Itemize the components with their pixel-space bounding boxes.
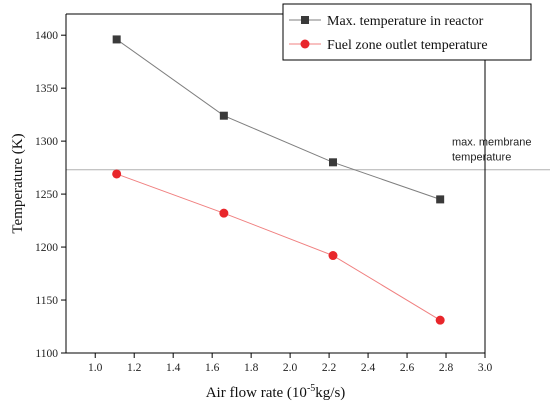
y-tick-label: 1250 <box>35 189 58 201</box>
axes <box>65 13 486 354</box>
y-ticks: 1100 1150 1200 1250 1300 1350 1400 <box>35 30 66 360</box>
series-1 <box>112 35 445 204</box>
x-tick-label: 2.0 <box>283 362 298 374</box>
legend-box <box>282 3 532 61</box>
legend-swatch-marker <box>301 16 309 24</box>
x-axis-title: Air flow rate (10-5kg/s) <box>206 383 346 401</box>
series-1-line <box>116 39 441 200</box>
series-1-point <box>219 111 228 120</box>
x-tick-label: 1.4 <box>166 362 181 374</box>
legend-items: Max. temperature in reactor Fuel zone out… <box>289 14 488 53</box>
series-1-point <box>112 35 121 44</box>
y-tick-label: 1150 <box>35 295 58 307</box>
series-2-point <box>219 208 229 218</box>
series-layer <box>112 35 445 325</box>
membrane-temperature-label-line-1: max. membrane <box>452 137 531 149</box>
series-1-point <box>328 158 337 167</box>
x-axis-title-main: Air flow rate (10 <box>206 385 307 401</box>
x-tick-label: 1.2 <box>127 362 142 374</box>
y-tick-label: 1350 <box>35 83 58 95</box>
y-tick-label: 1300 <box>35 136 58 148</box>
x-tick-label: 1.8 <box>244 362 259 374</box>
series-2-point <box>328 251 338 261</box>
y-axis-title: Temperature (K) <box>10 133 26 233</box>
x-tick-label: 1.0 <box>88 362 103 374</box>
legend-label: Fuel zone outlet temperature <box>327 38 488 53</box>
x-axis-title-rest: kg/s) <box>315 385 345 401</box>
x-tick-label: 2.4 <box>361 362 376 374</box>
series-2 <box>112 169 445 325</box>
x-tick-label: 3.0 <box>478 362 493 374</box>
x-tick-label: 2.6 <box>400 362 415 374</box>
y-tick-label: 1200 <box>35 242 58 254</box>
legend: Max. temperature in reactor Fuel zone out… <box>282 3 532 61</box>
y-tick-label: 1100 <box>35 348 58 360</box>
series-2-point <box>112 169 122 179</box>
legend-label: Max. temperature in reactor <box>327 14 484 29</box>
x-tick-label: 2.8 <box>439 362 454 374</box>
membrane-temperature-label-line-2: temperature <box>452 152 511 164</box>
x-tick-label: 1.6 <box>205 362 220 374</box>
series-1-point <box>436 195 445 204</box>
series-2-point <box>435 315 445 325</box>
x-axis-title-superscript: -5 <box>307 383 315 394</box>
y-tick-label: 1400 <box>35 30 58 42</box>
x-ticks: 1.0 1.2 1.4 1.6 1.8 2.0 2.2 2.4 2.6 2.8 3.0 <box>88 353 492 374</box>
legend-swatch-marker <box>300 39 310 49</box>
series-2-line <box>116 173 441 321</box>
x-tick-label: 2.2 <box>322 362 337 374</box>
